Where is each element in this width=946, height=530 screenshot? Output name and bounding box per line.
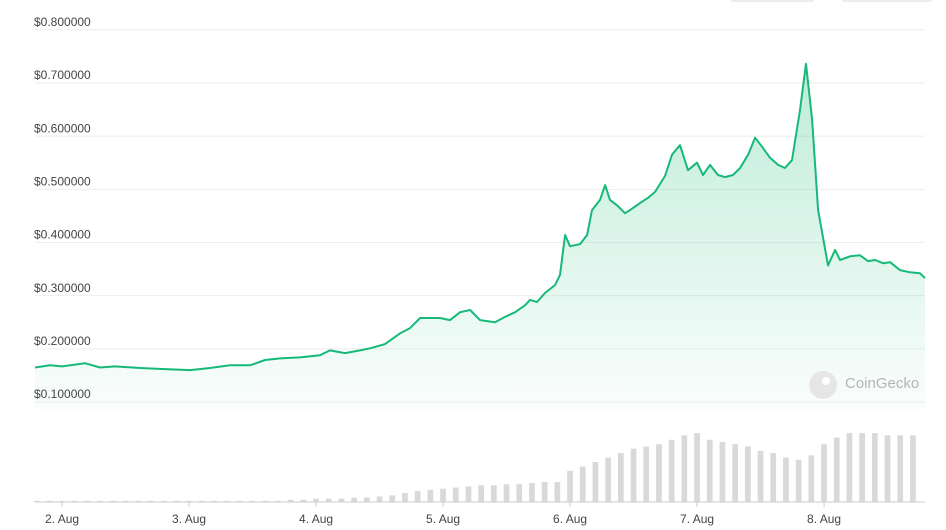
volume-bar <box>694 433 700 502</box>
x-tick-label: 2. Aug <box>45 512 79 526</box>
volume-bar <box>821 444 827 502</box>
volume-bar <box>478 485 485 502</box>
volume-bar <box>300 499 307 502</box>
volume-bar <box>84 500 91 502</box>
volume-bar <box>503 484 510 502</box>
volume-bar <box>389 495 396 502</box>
volume-bar <box>363 497 370 502</box>
watermark: CoinGecko <box>809 371 919 399</box>
volume-bar <box>617 453 624 502</box>
x-tick-label: 6. Aug <box>553 512 587 526</box>
volume-bar <box>211 500 218 502</box>
volume-bar <box>529 483 535 502</box>
price-area <box>35 63 925 411</box>
x-tick-label: 5. Aug <box>426 512 460 526</box>
range-button[interactable] <box>731 0 814 2</box>
volume-bar <box>71 500 78 502</box>
volume-bar <box>541 482 548 502</box>
volume-bar <box>351 497 358 502</box>
volume-bar <box>668 439 675 502</box>
volume-bar <box>59 500 65 502</box>
price-line <box>34 62 926 372</box>
volume-bar <box>338 498 345 502</box>
volume-bar <box>173 500 180 502</box>
volume-bar <box>198 500 205 502</box>
range-button[interactable] <box>842 0 932 2</box>
watermark-text: CoinGecko <box>845 375 919 392</box>
volume-bar <box>46 500 53 502</box>
volume-bar <box>910 435 916 502</box>
volume-bar <box>732 444 738 502</box>
volume-bar <box>376 496 383 502</box>
volume-bar <box>135 500 142 502</box>
volume-bar <box>33 500 40 502</box>
volume-bar <box>744 446 751 502</box>
y-tick-label: $0.600000 <box>34 121 91 135</box>
volume-bar <box>275 500 281 502</box>
y-tick-label: $0.300000 <box>34 281 91 295</box>
volume-bar <box>313 498 319 502</box>
volume-bar <box>249 500 256 502</box>
volume-bar <box>325 498 332 502</box>
volume-bar <box>122 500 129 502</box>
y-tick-label: $0.800000 <box>34 15 91 29</box>
volume-bar <box>186 500 192 502</box>
volume-bar <box>262 500 269 502</box>
x-tick-label: 3. Aug <box>172 512 206 526</box>
volume-bar <box>605 457 611 502</box>
volume-bar <box>770 453 777 502</box>
volume-bar <box>871 433 878 502</box>
volume-bar <box>681 435 688 502</box>
y-tick-label: $0.700000 <box>34 68 91 82</box>
volume-bar <box>160 500 167 502</box>
volume-bar <box>846 433 853 502</box>
volume-bar <box>757 450 764 502</box>
volume-bar <box>897 435 904 502</box>
y-tick-label: $0.200000 <box>34 334 91 348</box>
volume-bar <box>643 446 650 502</box>
volume-bar <box>592 462 599 502</box>
volume-bar <box>808 455 815 502</box>
volume-bar <box>719 442 726 502</box>
volume-bar <box>440 488 446 502</box>
volume-bar <box>795 459 802 502</box>
volume-bar <box>97 500 104 502</box>
volume-bar <box>630 448 637 502</box>
volume-bar <box>402 493 408 502</box>
volume-bar <box>884 435 891 502</box>
volume-bar <box>859 433 865 502</box>
volume-bar <box>579 466 586 502</box>
volume-bar <box>452 487 459 502</box>
grid <box>35 29 925 403</box>
volume-bar <box>567 470 573 502</box>
volume-bar <box>236 500 243 502</box>
volume-bar <box>148 500 154 502</box>
volume-bar <box>287 499 294 502</box>
volume-bar <box>656 444 662 502</box>
volume-bar <box>465 486 472 502</box>
volume-bar <box>109 500 116 502</box>
volume-bar <box>224 500 231 502</box>
x-tick-label: 4. Aug <box>299 512 333 526</box>
volume-bar <box>706 439 713 502</box>
y-tick-label: $0.500000 <box>34 174 91 188</box>
volume-bar <box>427 489 434 502</box>
y-tick-label: $0.400000 <box>34 228 91 242</box>
volume-bar <box>783 457 789 502</box>
volume-bar <box>490 485 497 502</box>
volume-bar <box>414 490 421 502</box>
x-tick-label: 8. Aug <box>807 512 841 526</box>
volume-bar <box>554 482 561 502</box>
volume-bar <box>833 437 840 502</box>
volume-bar <box>516 484 523 502</box>
x-tick-label: 7. Aug <box>680 512 714 526</box>
